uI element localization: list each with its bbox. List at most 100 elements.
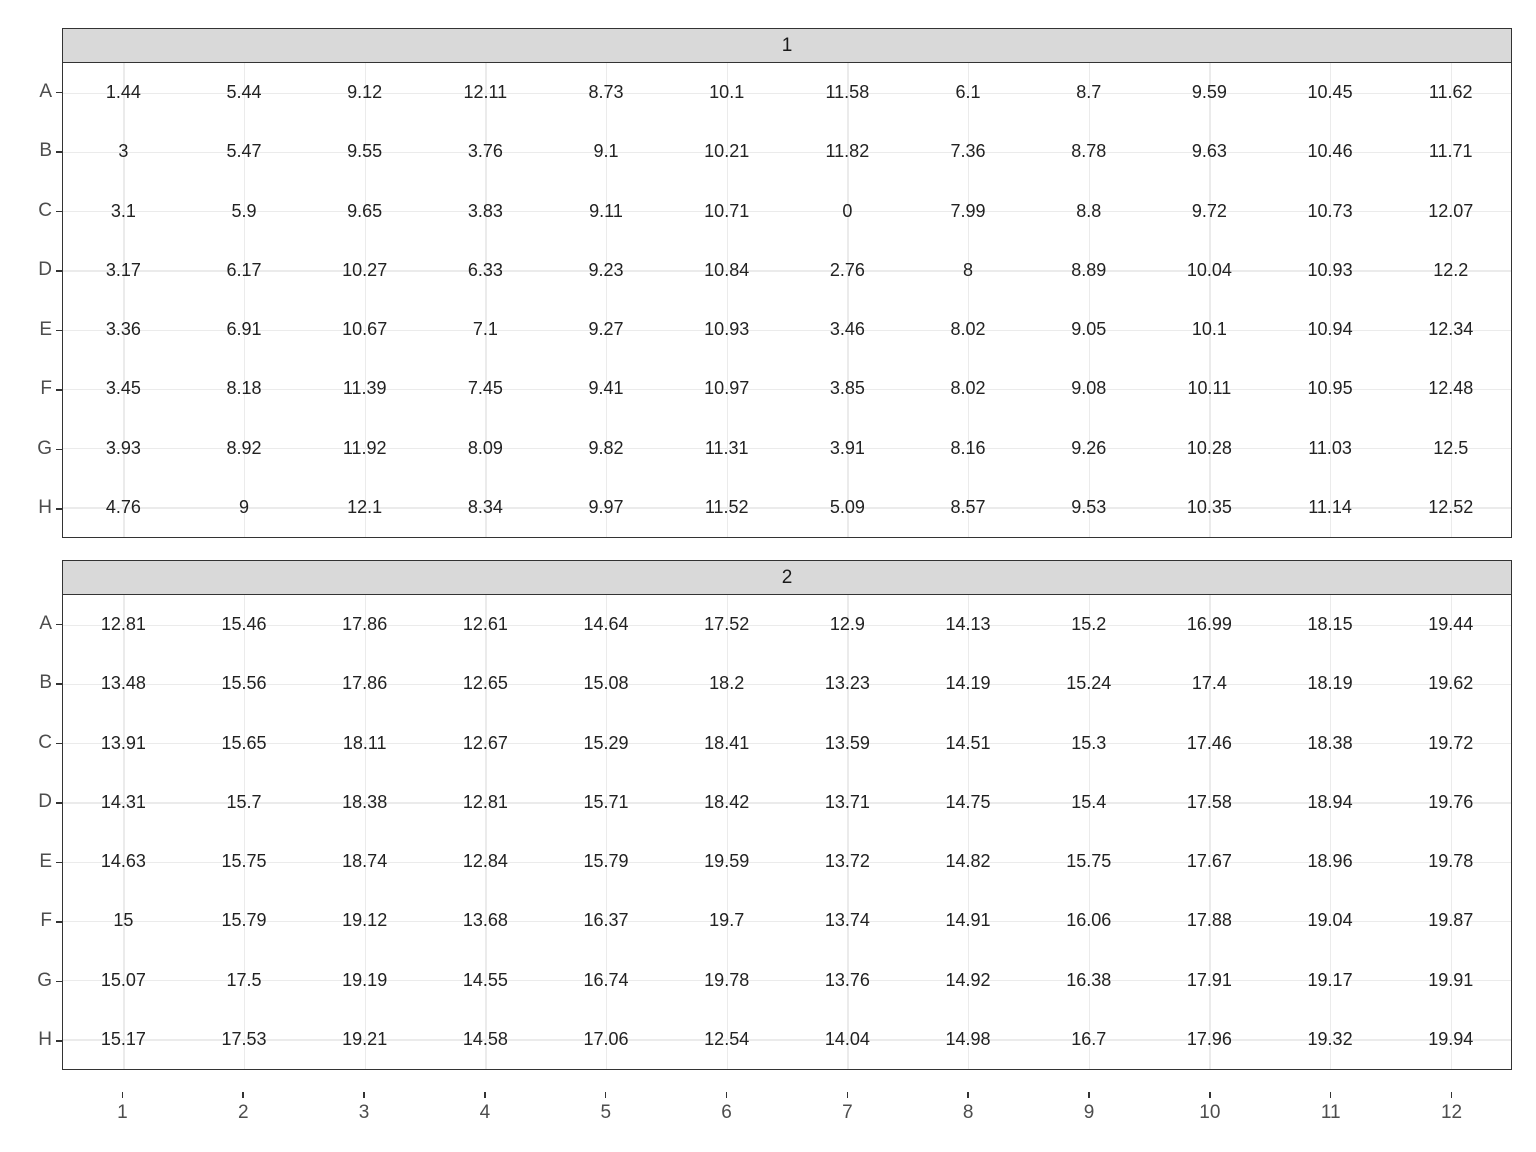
cell-value: 9.55	[304, 122, 425, 181]
cell-value: 16.99	[1149, 595, 1270, 654]
cell-value: 15.2	[1028, 595, 1149, 654]
cell-value: 11.92	[304, 419, 425, 478]
cell-value: 15.4	[1028, 773, 1149, 832]
cell-value: 11.62	[1390, 63, 1511, 122]
cell-value: 16.37	[546, 891, 667, 950]
cell-value: 12.84	[425, 832, 546, 891]
cell-value: 6.91	[184, 300, 305, 359]
cell-value: 11.71	[1390, 122, 1511, 181]
cell-value: 8.73	[546, 63, 667, 122]
cell-value: 9.11	[546, 182, 667, 241]
cell-value: 17.86	[304, 654, 425, 713]
y-tick-label: G	[24, 419, 62, 479]
cell-value: 13.91	[63, 714, 184, 773]
cell-value: 12.07	[1390, 182, 1511, 241]
cell-value: 18.15	[1270, 595, 1391, 654]
cell-row: 15.0717.519.1914.5516.7419.7813.7614.921…	[63, 951, 1511, 1010]
cell-value: 19.76	[1390, 773, 1511, 832]
cell-value: 19.59	[666, 832, 787, 891]
cell-value: 9.1	[546, 122, 667, 181]
cell-value: 17.5	[184, 951, 305, 1010]
cell-row: 3.176.1710.276.339.2310.842.7688.8910.04…	[63, 241, 1511, 300]
cell-value: 5.44	[184, 63, 305, 122]
cell-value: 19.04	[1270, 891, 1391, 950]
cell-value: 12.5	[1390, 419, 1511, 478]
cell-value: 12.48	[1390, 359, 1511, 418]
cell-value: 11.39	[304, 359, 425, 418]
cell-value: 14.55	[425, 951, 546, 1010]
cell-value: 3	[63, 122, 184, 181]
cell-value: 19.78	[1390, 832, 1511, 891]
cell-value: 17.88	[1149, 891, 1270, 950]
cell-value: 9.26	[1028, 419, 1149, 478]
cell-value: 14.04	[787, 1010, 908, 1069]
cell-value: 6.1	[908, 63, 1029, 122]
cell-value: 3.17	[63, 241, 184, 300]
cell-value: 14.82	[908, 832, 1029, 891]
cell-value: 10.84	[666, 241, 787, 300]
cell-value: 3.91	[787, 419, 908, 478]
cell-value: 10.45	[1270, 63, 1391, 122]
cell-value: 15	[63, 891, 184, 950]
cell-value: 13.76	[787, 951, 908, 1010]
x-tick-label: 11	[1270, 1092, 1391, 1142]
y-tick-label: D	[24, 773, 62, 833]
cell-value: 13.72	[787, 832, 908, 891]
cell-value: 4.76	[63, 478, 184, 537]
cell-value: 15.07	[63, 951, 184, 1010]
cell-value: 12.67	[425, 714, 546, 773]
cell-value: 18.42	[666, 773, 787, 832]
cell-value: 17.53	[184, 1010, 305, 1069]
cell-row: 4.76912.18.349.9711.525.098.579.5310.351…	[63, 478, 1511, 537]
cell-value: 14.98	[908, 1010, 1029, 1069]
cell-value: 8.02	[908, 359, 1029, 418]
cell-value: 13.48	[63, 654, 184, 713]
cell-value: 8.57	[908, 478, 1029, 537]
cell-value: 10.1	[666, 63, 787, 122]
cell-value: 8.18	[184, 359, 305, 418]
facet-strip: 2	[63, 561, 1511, 595]
cell-value: 18.11	[304, 714, 425, 773]
cell-value: 18.41	[666, 714, 787, 773]
cell-value: 0	[787, 182, 908, 241]
cell-value: 17.86	[304, 595, 425, 654]
cell-value: 19.94	[1390, 1010, 1511, 1069]
cell-value: 10.11	[1149, 359, 1270, 418]
y-axis: A B C D E F G H	[24, 560, 62, 1070]
cell-value: 19.62	[1390, 654, 1511, 713]
cell-value: 9.23	[546, 241, 667, 300]
cell-value: 15.7	[184, 773, 305, 832]
cell-value: 19.21	[304, 1010, 425, 1069]
cell-row: 3.938.9211.928.099.8211.313.918.169.2610…	[63, 419, 1511, 478]
cell-value: 19.19	[304, 951, 425, 1010]
cell-value: 18.19	[1270, 654, 1391, 713]
x-tick-label: 9	[1029, 1092, 1150, 1142]
cell-value: 12.61	[425, 595, 546, 654]
cell-value: 19.91	[1390, 951, 1511, 1010]
cell-value: 11.03	[1270, 419, 1391, 478]
cell-value: 17.91	[1149, 951, 1270, 1010]
cell-row: 14.3115.718.3812.8115.7118.4213.7114.751…	[63, 773, 1511, 832]
cell-value: 12.81	[63, 595, 184, 654]
cell-value: 7.45	[425, 359, 546, 418]
cell-value: 11.82	[787, 122, 908, 181]
cell-value: 9.82	[546, 419, 667, 478]
y-tick-label: A	[24, 62, 62, 122]
cell-value: 6.33	[425, 241, 546, 300]
x-tick-label: 5	[545, 1092, 666, 1142]
cell-value: 18.38	[304, 773, 425, 832]
cell-value: 8.8	[1028, 182, 1149, 241]
cell-value: 5.47	[184, 122, 305, 181]
cell-value: 2.76	[787, 241, 908, 300]
cell-value: 15.75	[184, 832, 305, 891]
cell-value: 19.12	[304, 891, 425, 950]
cell-value: 3.36	[63, 300, 184, 359]
cell-value: 9.59	[1149, 63, 1270, 122]
cell-value: 3.93	[63, 419, 184, 478]
y-tick-label: H	[24, 1011, 62, 1071]
cell-row: 35.479.553.769.110.2111.827.368.789.6310…	[63, 122, 1511, 181]
cell-value: 8.16	[908, 419, 1029, 478]
y-tick-label: E	[24, 300, 62, 360]
cell-value: 9.12	[304, 63, 425, 122]
cell-value: 14.63	[63, 832, 184, 891]
